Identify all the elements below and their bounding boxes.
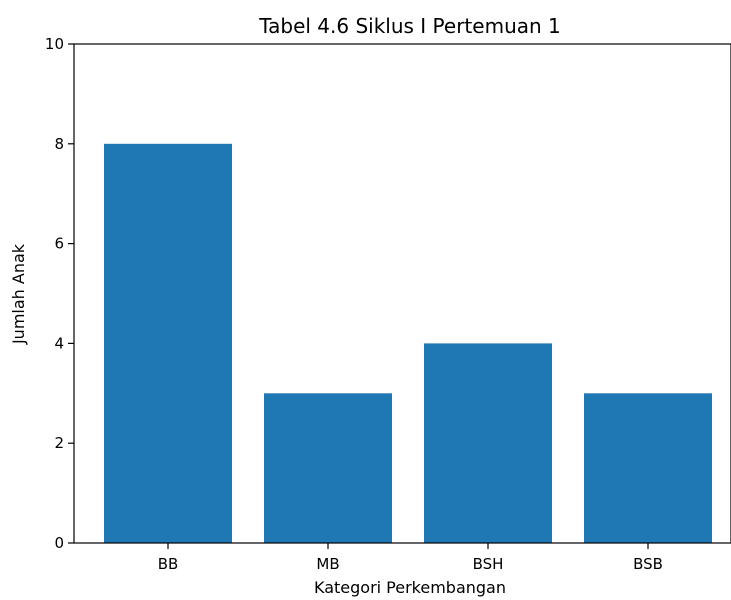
x-tick-label: MB bbox=[316, 555, 339, 573]
x-tick-label: BB bbox=[158, 555, 179, 573]
x-tick-label: BSH bbox=[473, 555, 504, 573]
bar-bsh bbox=[424, 343, 552, 543]
y-axis-label: Jumlah Anak bbox=[9, 243, 28, 345]
plot-frame bbox=[73, 43, 731, 544]
y-tick-label: 6 bbox=[54, 235, 64, 253]
bars-group bbox=[104, 143, 712, 544]
x-axis: BB MB BSH BSB bbox=[158, 543, 663, 573]
bar-bb bbox=[104, 143, 232, 544]
y-tick-label: 2 bbox=[54, 434, 64, 452]
bar-mb bbox=[264, 393, 392, 543]
x-axis-label: Kategori Perkembangan bbox=[314, 578, 506, 597]
chart-title: Tabel 4.6 Siklus I Pertemuan 1 bbox=[258, 14, 561, 38]
y-tick-label: 4 bbox=[54, 334, 64, 352]
y-tick-label: 8 bbox=[54, 135, 64, 153]
y-tick-label: 0 bbox=[54, 534, 64, 552]
y-axis: 0 2 4 6 8 10 bbox=[45, 35, 74, 552]
y-tick-label: 10 bbox=[45, 35, 64, 53]
x-tick-label: BSB bbox=[633, 555, 663, 573]
bar-bsb bbox=[584, 393, 712, 543]
